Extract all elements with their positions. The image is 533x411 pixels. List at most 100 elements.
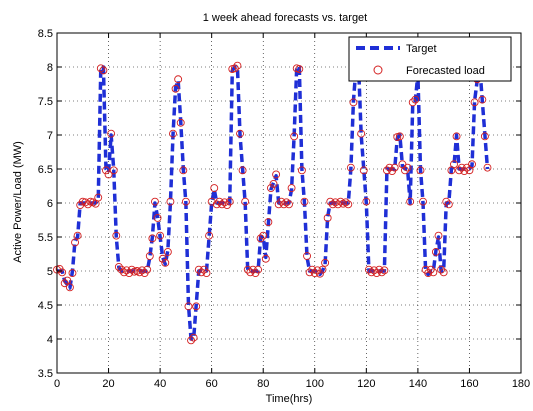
forecast-point	[411, 95, 420, 104]
legend-forecast-swatch	[373, 65, 383, 75]
forecast-point	[426, 265, 435, 274]
forecast-point	[68, 269, 77, 277]
forecast-point	[331, 198, 340, 207]
forecast-point	[218, 200, 226, 209]
forecast-point	[156, 231, 165, 240]
forecast-point	[179, 166, 188, 175]
x-tick-label: 100	[306, 378, 324, 390]
y-tick-label: 7.5	[38, 96, 53, 108]
forecast-point	[450, 160, 458, 169]
forecast-point	[207, 197, 216, 206]
x-tick-label: 20	[102, 378, 114, 390]
forecast-point	[370, 266, 379, 275]
forecast-point	[163, 248, 172, 256]
forecast-point	[246, 268, 255, 277]
forecast-point	[362, 197, 371, 206]
forecast-point	[287, 184, 296, 192]
forecast-point	[60, 279, 69, 288]
forecast-point	[169, 129, 177, 138]
forecast-point	[269, 180, 278, 188]
forecast-point	[241, 197, 250, 206]
forecast-point	[189, 333, 198, 342]
forecast-point	[318, 265, 327, 274]
forecast-point	[406, 197, 415, 206]
forecast-point	[321, 258, 330, 267]
y-tick-label: 7	[47, 130, 53, 142]
x-tick-label: 80	[257, 378, 269, 390]
forecast-point	[439, 268, 448, 277]
forecast-point	[73, 231, 82, 240]
forecast-point	[300, 197, 309, 206]
forecast-point	[194, 265, 203, 274]
forecast-point	[455, 166, 464, 175]
forecast-point	[437, 265, 446, 274]
y-tick-label: 6	[47, 198, 53, 210]
x-tick-label: 60	[206, 378, 218, 390]
forecast-point	[419, 197, 427, 206]
forecast-point	[151, 197, 159, 206]
forecast-point	[334, 200, 342, 209]
forecast-point	[328, 200, 337, 209]
forecast-point	[259, 231, 268, 240]
forecast-point	[364, 265, 373, 274]
forecast-point	[408, 98, 417, 107]
forecast-point	[58, 268, 67, 277]
forecast-point	[357, 129, 366, 138]
x-tick-label: 40	[154, 378, 166, 390]
forecast-point	[254, 265, 263, 274]
forecast-point	[480, 132, 489, 141]
forecast-point	[117, 265, 126, 274]
forecast-point	[215, 197, 224, 206]
forecast-point	[107, 129, 116, 138]
forecast-point	[233, 61, 242, 70]
forecast-point	[305, 268, 314, 277]
forecast-point	[230, 64, 239, 73]
x-tick-label: 0	[54, 378, 60, 390]
forecast-point	[367, 268, 376, 277]
forecast-point	[468, 160, 476, 169]
forecast-point	[383, 166, 391, 175]
y-tick-label: 6.5	[38, 164, 53, 176]
forecast-point	[158, 254, 167, 263]
forecast-point	[202, 269, 211, 277]
forecast-point	[267, 184, 275, 192]
forecast-point	[153, 214, 162, 222]
forecast-point	[264, 218, 273, 226]
forecast-point	[359, 166, 368, 175]
forecast-point	[120, 268, 128, 277]
forecast-point	[104, 170, 113, 179]
forecast-point	[429, 268, 438, 277]
y-tick-label: 5.5	[38, 232, 53, 244]
forecast-point	[310, 269, 319, 277]
forecast-series	[53, 61, 492, 345]
forecast-point	[122, 266, 131, 275]
forecast-point	[344, 200, 353, 209]
forecast-point	[290, 132, 299, 141]
forecast-point	[225, 197, 234, 206]
forecast-point	[315, 269, 324, 278]
legend-target-label: Target	[406, 43, 437, 55]
forecast-point	[236, 129, 244, 138]
forecast-point	[349, 98, 358, 107]
forecast-point	[483, 163, 492, 172]
forecast-point	[346, 163, 355, 172]
forecast-point	[192, 302, 201, 311]
forecast-point	[279, 200, 288, 209]
forecast-point	[187, 336, 195, 345]
forecast-point	[112, 231, 121, 240]
forecast-point	[323, 214, 332, 222]
forecast-point	[161, 258, 170, 267]
forecast-point	[285, 200, 293, 209]
y-tick-label: 8.5	[38, 28, 53, 40]
forecast-point	[210, 184, 219, 192]
forecast-point	[109, 166, 118, 175]
forecast-point	[431, 248, 440, 256]
forecast-point	[326, 197, 335, 206]
forecast-point	[416, 166, 425, 175]
forecast-point	[442, 197, 451, 206]
forecast-point	[341, 198, 350, 207]
forecast-point	[261, 254, 270, 263]
legend: Target Forecasted load	[348, 36, 512, 82]
forecast-point	[375, 265, 384, 274]
